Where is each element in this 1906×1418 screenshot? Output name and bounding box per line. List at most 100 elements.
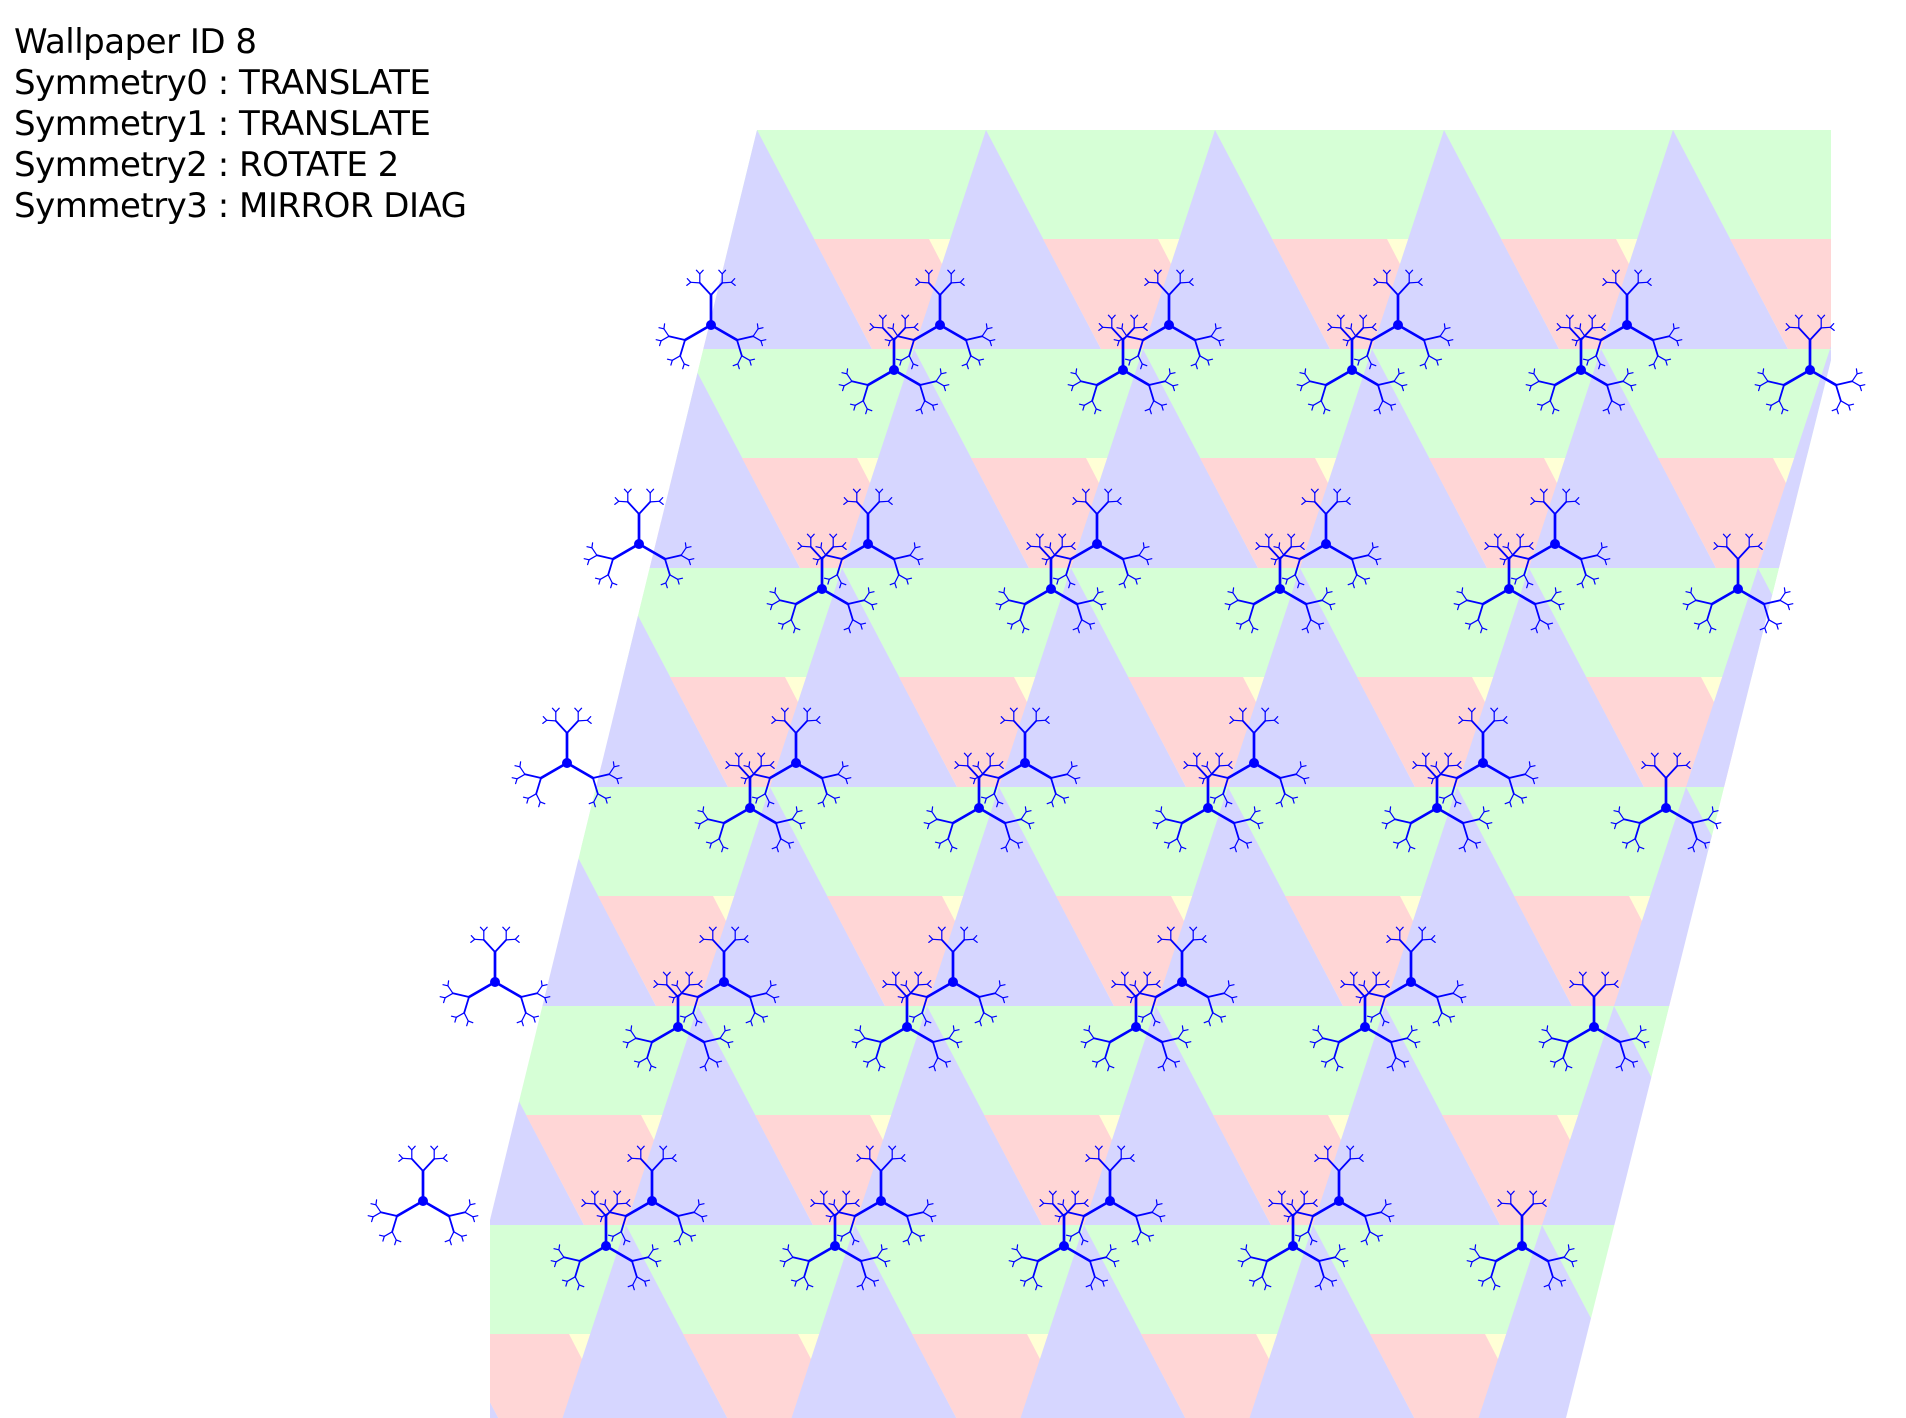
branching-tree-motif xyxy=(668,926,780,1027)
branching-tree-motif xyxy=(1283,1145,1395,1246)
tile-blue xyxy=(1601,130,1788,349)
branching-tree-motif xyxy=(583,488,695,589)
tile-yellow xyxy=(1671,1115,1831,1225)
tile-blue xyxy=(698,787,885,1006)
tile-red xyxy=(1344,20,1516,130)
tile-green xyxy=(1830,349,1831,458)
branching-tree-motif xyxy=(740,707,852,808)
branching-tree-motif xyxy=(1041,488,1153,589)
tile-green xyxy=(1758,568,1831,677)
tile-blue xyxy=(1673,0,1860,130)
tile-blue xyxy=(1699,1225,1831,1418)
tile-blue xyxy=(168,1006,355,1225)
tile-red xyxy=(490,677,613,787)
tile-yellow xyxy=(0,1334,183,1418)
tile-blue xyxy=(986,0,1173,130)
tile-blue xyxy=(1902,0,1906,130)
tile-yellow xyxy=(490,239,543,349)
tile-blue xyxy=(999,568,1186,787)
branching-tree-motif xyxy=(1381,752,1493,853)
branching-tree-motif xyxy=(1499,488,1611,589)
tile-green xyxy=(490,349,528,458)
tile-red xyxy=(1815,677,1831,787)
tile-red xyxy=(212,677,384,787)
branching-tree-motif xyxy=(1113,269,1225,370)
symmetry-0-label: Symmetry0 : TRANSLATE xyxy=(14,63,431,103)
tile-red xyxy=(1573,20,1745,130)
symmetry-2-label: Symmetry2 : ROTATE 2 xyxy=(14,145,399,185)
wallpaper-info: Wallpaper ID 8 Symmetry0 : TRANSLATE Sym… xyxy=(14,22,467,227)
tile-red xyxy=(490,239,528,349)
tile-red xyxy=(68,1115,240,1225)
tile-red xyxy=(657,20,829,130)
branching-tree-motif xyxy=(1342,269,1454,370)
tile-yellow xyxy=(1828,1334,1831,1418)
tile-blue xyxy=(490,130,643,349)
tile-blue xyxy=(1444,0,1631,130)
tile-blue xyxy=(1012,1225,1199,1418)
tile-blue xyxy=(1228,568,1415,787)
branching-tree-motif xyxy=(969,707,1081,808)
tile-blue xyxy=(1771,1006,1831,1225)
tile-blue xyxy=(1457,568,1644,787)
branching-tree-motif xyxy=(884,269,996,370)
tile-blue xyxy=(855,1006,1042,1225)
tile-blue xyxy=(1156,787,1343,1006)
tile-blue xyxy=(1215,0,1402,130)
tile-blue xyxy=(155,349,342,568)
tile-green xyxy=(0,1225,240,1334)
wallpaper-motifs xyxy=(367,269,1866,1291)
tile-blue xyxy=(1084,1006,1271,1225)
branching-tree-motif xyxy=(511,707,623,808)
tile-green xyxy=(1843,1006,1906,1115)
branching-tree-motif xyxy=(367,1145,479,1246)
branching-tree-motif xyxy=(1754,314,1866,415)
branching-tree-motif xyxy=(1525,314,1637,415)
tile-blue xyxy=(528,0,715,130)
branching-tree-motif xyxy=(1296,314,1408,415)
branching-tree-motif xyxy=(439,926,551,1027)
tile-blue xyxy=(490,568,499,787)
tile-yellow xyxy=(212,677,399,787)
tile-blue xyxy=(0,1006,126,1225)
tile-blue xyxy=(842,349,1029,568)
branching-tree-motif xyxy=(1610,752,1722,853)
tile-yellow xyxy=(68,1115,255,1225)
branching-tree-motif xyxy=(1682,533,1794,634)
tile-blue xyxy=(927,787,1114,1006)
branching-tree-motif xyxy=(1466,1190,1578,1291)
tile-yellow xyxy=(490,896,556,1006)
tile-blue xyxy=(770,568,957,787)
tile-yellow xyxy=(490,677,628,787)
tile-blue xyxy=(1843,787,1906,1006)
branching-tree-motif xyxy=(1126,926,1238,1027)
branching-tree-motif xyxy=(1008,1190,1120,1291)
tile-red xyxy=(225,1334,397,1418)
tile-yellow xyxy=(1815,677,1831,787)
tile-yellow xyxy=(1900,1115,1906,1225)
branching-tree-motif xyxy=(694,752,806,853)
tile-green xyxy=(1673,130,1831,239)
tile-red xyxy=(1900,1115,1906,1225)
tile-blue xyxy=(299,0,486,130)
tile-red xyxy=(428,20,600,130)
tile-blue xyxy=(1529,349,1716,568)
tile-red xyxy=(490,896,541,1006)
branching-tree-motif xyxy=(655,269,767,370)
branching-tree-motif xyxy=(897,926,1009,1027)
tile-green xyxy=(83,787,384,896)
tile-red xyxy=(1115,20,1287,130)
tile-green xyxy=(11,1006,312,1115)
branching-tree-motif xyxy=(1355,926,1467,1027)
branching-tree-motif xyxy=(766,533,878,634)
branching-tree-motif xyxy=(825,1145,937,1246)
tile-green xyxy=(490,130,600,239)
tile-red xyxy=(1599,1334,1771,1418)
tile-red xyxy=(1828,1334,1831,1418)
tile-blue xyxy=(96,1225,283,1418)
tile-blue xyxy=(1300,349,1487,568)
tile-red xyxy=(0,1334,168,1418)
branching-tree-motif xyxy=(1571,269,1683,370)
